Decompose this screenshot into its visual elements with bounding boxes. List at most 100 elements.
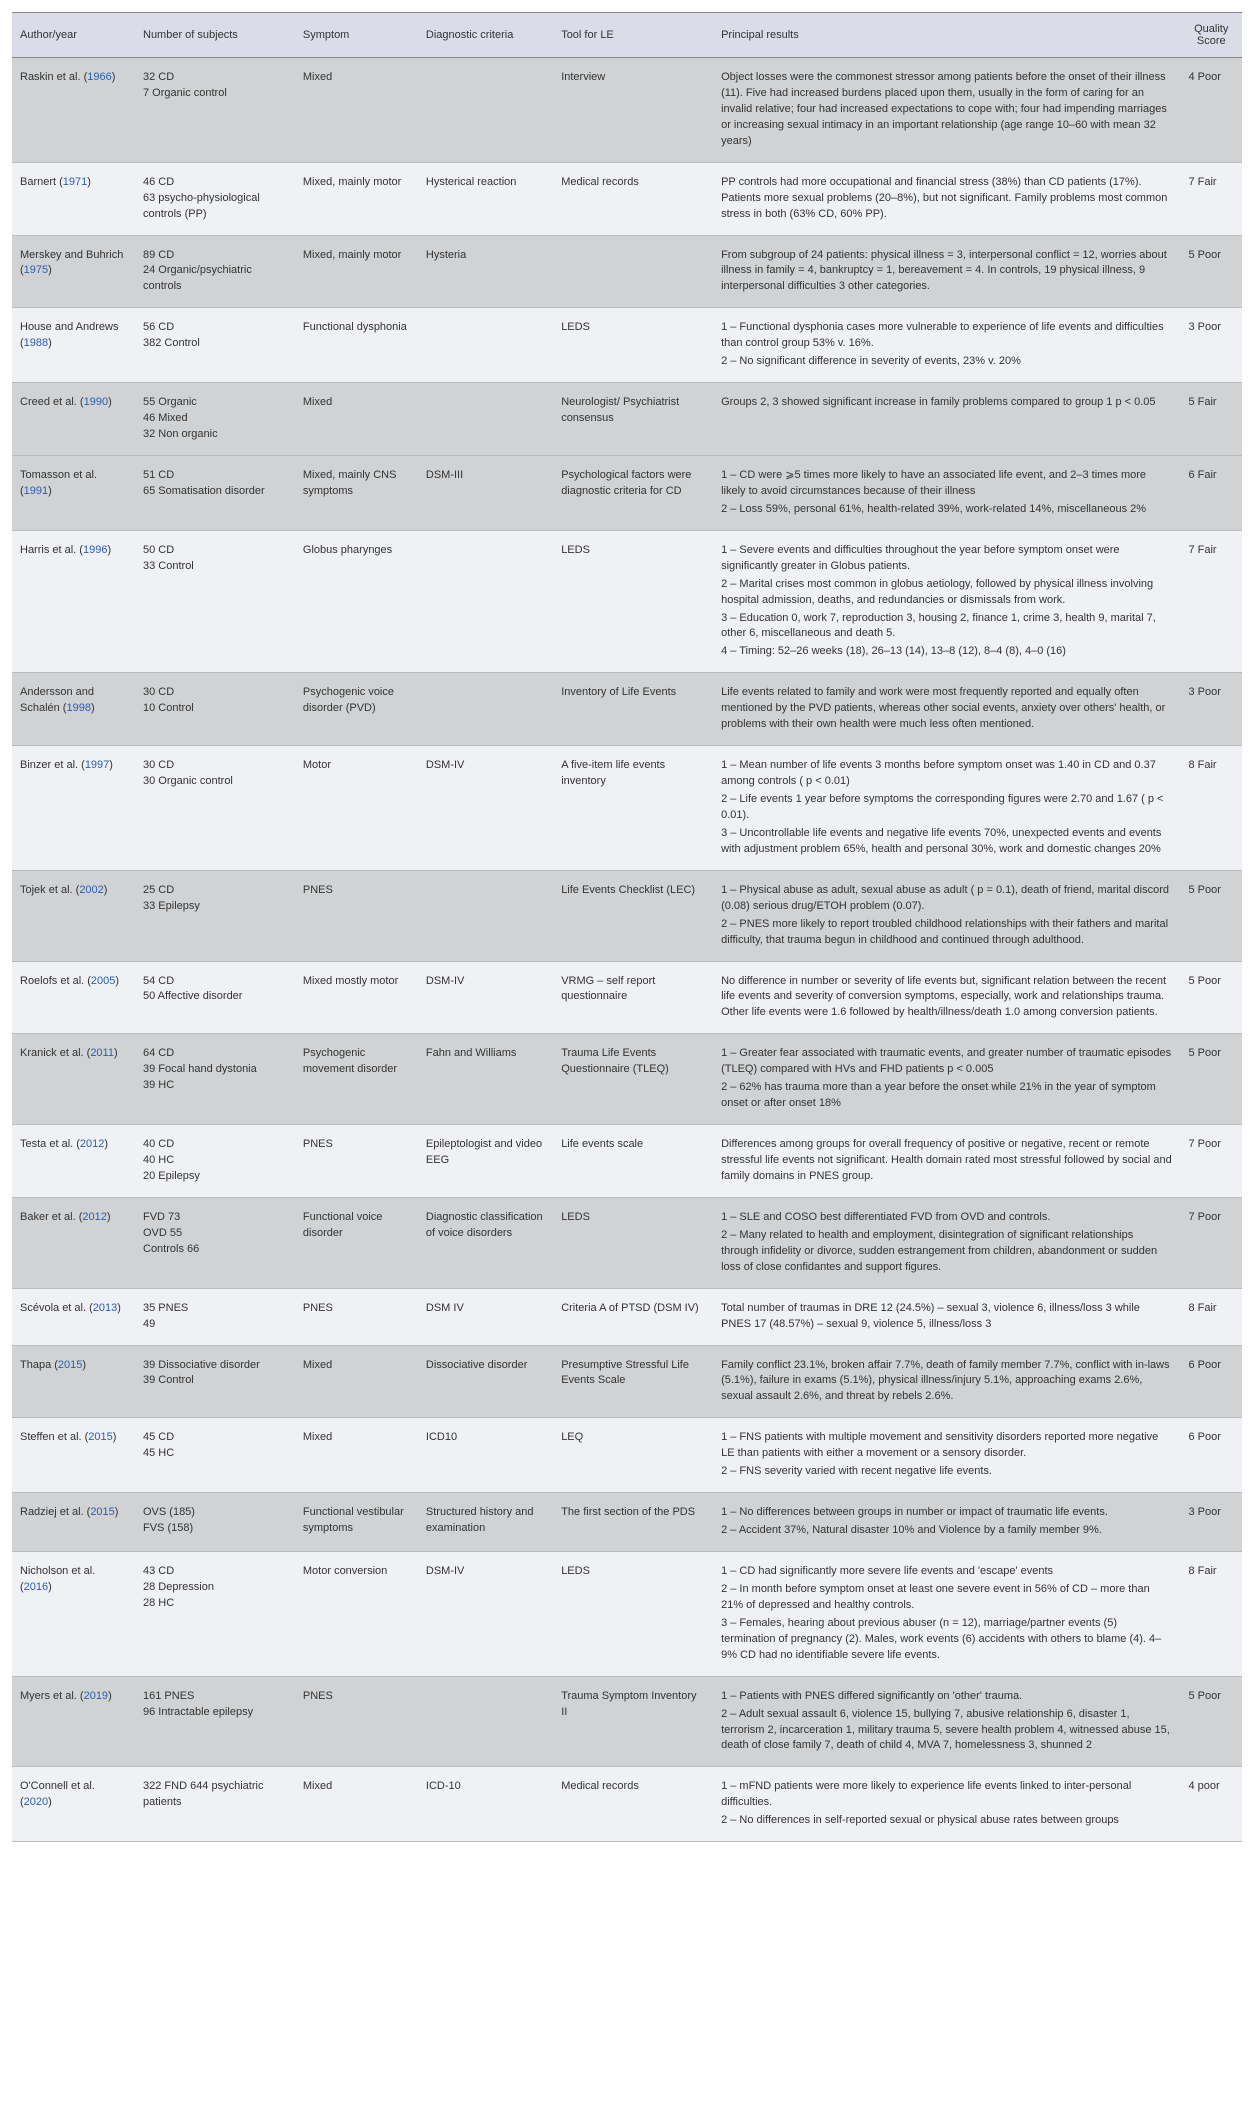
cell-criteria (418, 673, 553, 746)
table-row: Tomasson et al. (1991)51 CD65 Somatisati… (12, 455, 1242, 530)
author-year-link[interactable]: 1990 (84, 396, 108, 408)
author-year-link[interactable]: 2015 (90, 1506, 114, 1518)
results-line: Family conflict 23.1%, broken affair 7.7… (721, 1358, 1172, 1406)
author-pre: Radziej et al. ( (20, 1506, 90, 1518)
cell-author: Raskin et al. (1966) (12, 58, 135, 163)
cell-author: O'Connell et al. (2020) (12, 1767, 135, 1842)
author-year-link[interactable]: 2020 (24, 1796, 48, 1808)
author-year-link[interactable]: 1997 (85, 759, 109, 771)
cell-quality: 7 Fair (1180, 530, 1242, 673)
author-year-link[interactable]: 2013 (93, 1302, 117, 1314)
cell-author: Radziej et al. (2015) (12, 1493, 135, 1552)
results-line: From subgroup of 24 patients: physical i… (721, 248, 1172, 296)
author-year-link[interactable]: 1988 (24, 337, 48, 349)
cell-tool: A five-item life events inventory (553, 746, 713, 871)
author-year-link[interactable]: 1991 (24, 485, 48, 497)
author-pre: Tojek et al. ( (20, 884, 79, 896)
col-criteria: Diagnostic criteria (418, 13, 553, 58)
cell-tool: LEDS (553, 530, 713, 673)
author-year-link[interactable]: 1996 (83, 544, 107, 556)
cell-symptom: Psychogenic voice disorder (PVD) (295, 673, 418, 746)
table-row: Andersson and Schalén (1998)30 CD10 Cont… (12, 673, 1242, 746)
cell-symptom: Motor (295, 746, 418, 871)
subjects-line: 39 Focal hand dystonia (143, 1062, 287, 1078)
author-year-link[interactable]: 2011 (90, 1047, 114, 1059)
table-row: Baker et al. (2012) FVD 73OVD 55Controls … (12, 1197, 1242, 1288)
col-results: Principal results (713, 13, 1180, 58)
cell-symptom: Mixed, mainly CNS symptoms (295, 455, 418, 530)
cell-author: Andersson and Schalén (1998) (12, 673, 135, 746)
author-post: ) (87, 176, 91, 188)
author-post: ) (108, 396, 112, 408)
author-pre: Creed et al. ( (20, 396, 84, 408)
cell-author: House and Andrews (1988) (12, 308, 135, 383)
cell-subjects: FVD 73OVD 55Controls 66 (135, 1197, 295, 1288)
cell-quality: 6 Poor (1180, 1418, 1242, 1493)
cell-criteria (418, 58, 553, 163)
cell-results: PP controls had more occupational and fi… (713, 162, 1180, 235)
author-year-link[interactable]: 2019 (84, 1690, 108, 1702)
subjects-line: 40 HC (143, 1153, 287, 1169)
author-post: ) (107, 1211, 111, 1223)
author-post: ) (104, 1138, 108, 1150)
results-line: 3 – Uncontrollable life events and negat… (721, 826, 1172, 858)
cell-criteria (418, 870, 553, 961)
author-post: ) (91, 702, 95, 714)
subjects-line: 30 CD (143, 758, 287, 774)
author-year-link[interactable]: 2016 (24, 1581, 48, 1593)
subjects-line: 30 CD (143, 685, 287, 701)
cell-subjects: 55 Organic46 Mixed32 Non organic (135, 383, 295, 456)
table-row: Merskey and Buhrich (1975)89 CD24 Organi… (12, 235, 1242, 308)
subjects-line: 39 Dissociative disorder (143, 1358, 287, 1374)
author-year-link[interactable]: 1966 (87, 71, 111, 83)
author-year-link[interactable]: 2002 (79, 884, 103, 896)
cell-author: Nicholson et al. (2016) (12, 1552, 135, 1677)
results-line: 1 – Greater fear associated with traumat… (721, 1046, 1172, 1078)
author-year-link[interactable]: 2005 (91, 975, 115, 987)
subjects-line: 46 Mixed (143, 411, 287, 427)
cell-results: 1 – FNS patients with multiple movement … (713, 1418, 1180, 1493)
results-line: Life events related to family and work w… (721, 685, 1172, 733)
table-row: O'Connell et al. (2020)322 FND 644 psych… (12, 1767, 1242, 1842)
author-pre: Baker et al. ( (20, 1211, 82, 1223)
author-year-link[interactable]: 2015 (58, 1359, 82, 1371)
author-post: ) (48, 264, 52, 276)
cell-quality: 5 Poor (1180, 961, 1242, 1034)
cell-tool: Presumptive Stressful Life Events Scale (553, 1345, 713, 1418)
author-year-link[interactable]: 1998 (66, 702, 90, 714)
author-year-link[interactable]: 2015 (88, 1431, 112, 1443)
results-line: 2 – Life events 1 year before symptoms t… (721, 792, 1172, 824)
cell-author: Tomasson et al. (1991) (12, 455, 135, 530)
subjects-line: 64 CD (143, 1046, 287, 1062)
cell-quality: 3 Poor (1180, 1493, 1242, 1552)
cell-results: Family conflict 23.1%, broken affair 7.7… (713, 1345, 1180, 1418)
author-pre: Kranick et al. ( (20, 1047, 90, 1059)
cell-symptom: PNES (295, 1676, 418, 1767)
author-year-link[interactable]: 1971 (63, 176, 87, 188)
cell-quality: 3 Poor (1180, 308, 1242, 383)
author-pre: Scévola et al. ( (20, 1302, 93, 1314)
subjects-line: 28 HC (143, 1596, 287, 1612)
cell-subjects: 43 CD28 Depression28 HC (135, 1552, 295, 1677)
results-line: 2 – Loss 59%, personal 61%, health-relat… (721, 502, 1172, 518)
results-line: 1 – Severe events and difficulties throu… (721, 543, 1172, 575)
author-post: ) (117, 1302, 121, 1314)
cell-symptom: Mixed, mainly motor (295, 235, 418, 308)
author-year-link[interactable]: 1975 (24, 264, 48, 276)
table-row: Radziej et al. (2015)OVS (185)FVS (158)F… (12, 1493, 1242, 1552)
author-year-link[interactable]: 2012 (80, 1138, 104, 1150)
author-post: ) (115, 975, 119, 987)
author-year-link[interactable]: 2012 (82, 1211, 106, 1223)
cell-criteria (418, 1676, 553, 1767)
cell-author: Thapa (2015) (12, 1345, 135, 1418)
results-line: 2 – Marital crises most common in globus… (721, 577, 1172, 609)
cell-subjects: 39 Dissociative disorder39 Control (135, 1345, 295, 1418)
subjects-line: Controls 66 (143, 1242, 287, 1258)
cell-criteria: DSM-IV (418, 961, 553, 1034)
table-row: Nicholson et al. (2016)43 CD28 Depressio… (12, 1552, 1242, 1677)
table-row: Roelofs et al. (2005)54 CD50 Affective d… (12, 961, 1242, 1034)
author-pre: Binzer et al. ( (20, 759, 85, 771)
results-line: 1 – Patients with PNES differed signific… (721, 1689, 1172, 1705)
subjects-line: 39 HC (143, 1078, 287, 1094)
cell-criteria: Dissociative disorder (418, 1345, 553, 1418)
